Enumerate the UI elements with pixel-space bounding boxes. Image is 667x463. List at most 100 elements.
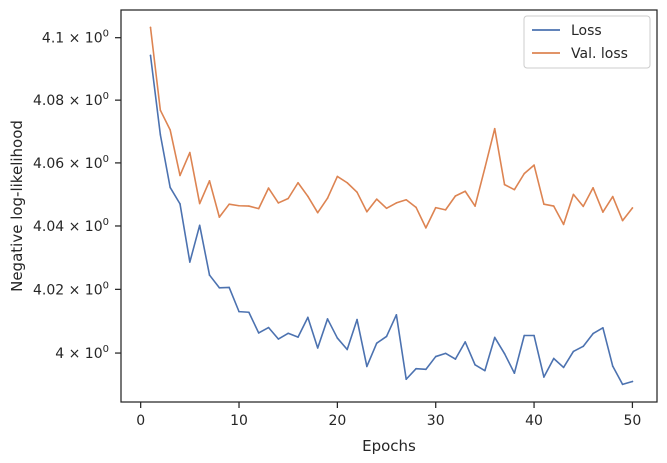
legend-box — [523, 15, 651, 69]
data-point-loss — [326, 318, 329, 320]
data-point-loss — [513, 372, 516, 374]
data-point-val-loss — [218, 216, 221, 218]
data-point-loss — [493, 336, 496, 339]
data-point-val-loss — [425, 227, 427, 229]
x-tick-label: 40 — [525, 413, 543, 429]
data-point-val-loss — [631, 207, 634, 209]
data-point-loss — [179, 203, 181, 205]
data-point-val-loss — [434, 206, 437, 209]
y-tick-label: 4.04 × 100 — [33, 217, 109, 235]
data-point-val-loss — [592, 186, 594, 189]
data-point-val-loss — [366, 210, 368, 213]
data-point-loss — [297, 336, 299, 338]
data-point-val-loss — [395, 202, 398, 204]
data-point-val-loss — [356, 191, 358, 193]
data-point-loss — [533, 334, 535, 337]
data-point-loss — [602, 327, 604, 329]
x-tick-label: 30 — [427, 413, 445, 429]
data-point-loss — [346, 348, 349, 351]
data-point-val-loss — [375, 198, 378, 200]
data-point-val-loss — [464, 190, 467, 193]
data-point-val-loss — [513, 188, 516, 191]
data-point-loss — [218, 286, 221, 289]
data-point-val-loss — [405, 198, 408, 201]
data-point-loss — [257, 332, 260, 334]
data-point-val-loss — [159, 109, 162, 111]
data-point-val-loss — [444, 209, 447, 211]
data-point-val-loss — [523, 172, 526, 175]
plot-area-frame — [120, 9, 658, 403]
data-point-loss — [454, 358, 457, 360]
x-tick-label: 10 — [230, 413, 248, 429]
data-point-loss — [474, 364, 476, 366]
data-point-val-loss — [543, 203, 545, 205]
data-point-val-loss — [474, 205, 476, 207]
x-tick-label: 50 — [623, 413, 641, 429]
data-point-val-loss — [533, 164, 535, 166]
data-point-loss — [198, 224, 201, 227]
data-point-loss — [395, 314, 398, 316]
data-point-val-loss — [582, 205, 585, 208]
data-point-loss — [621, 383, 624, 386]
data-point-loss — [444, 352, 447, 355]
data-point-val-loss — [316, 211, 319, 214]
data-point-loss — [316, 347, 319, 349]
y-tick-label: 4.08 × 100 — [33, 91, 109, 109]
x-axis-ticks: 0 10 20 30 40 50 — [136, 402, 641, 429]
data-point-loss — [484, 369, 486, 372]
data-point-val-loss — [307, 195, 309, 198]
data-point-loss — [159, 133, 162, 136]
data-point-val-loss — [336, 175, 339, 178]
y-axis-ticks: 4 × 100 4.02 × 100 4.04 × 100 4.06 × 100 4.0… — [33, 29, 121, 362]
data-point-loss — [631, 380, 634, 383]
data-point-val-loss — [297, 181, 299, 184]
data-point-val-loss — [238, 204, 240, 207]
y-tick-label: 4.1 × 100 — [42, 29, 109, 47]
data-point-loss — [405, 378, 408, 381]
data-point-loss — [277, 338, 280, 340]
data-point-val-loss — [198, 202, 201, 205]
data-point-val-loss — [208, 180, 211, 182]
data-point-loss — [356, 318, 358, 321]
data-point-loss — [169, 186, 171, 189]
data-point-val-loss — [346, 181, 349, 184]
data-point-val-loss — [248, 205, 250, 207]
series-layer — [149, 26, 634, 386]
data-point-val-loss — [454, 195, 457, 197]
data-point-loss — [336, 337, 339, 339]
data-point-loss — [307, 316, 309, 319]
data-point-val-loss — [169, 129, 171, 131]
data-point-val-loss — [179, 174, 181, 177]
data-point-loss — [375, 342, 378, 344]
data-point-val-loss — [484, 167, 486, 169]
y-tick-label: 4.02 × 100 — [33, 280, 109, 298]
data-point-loss — [149, 54, 152, 57]
y-tick-label: 4 × 100 — [55, 344, 109, 362]
data-point-loss — [425, 368, 427, 371]
data-point-loss — [267, 326, 270, 329]
data-point-val-loss — [611, 195, 614, 198]
data-point-val-loss — [267, 187, 270, 189]
data-point-val-loss — [493, 127, 496, 130]
data-point-loss — [523, 334, 526, 337]
data-point-loss — [582, 345, 585, 348]
data-point-val-loss — [572, 193, 575, 196]
data-point-loss — [543, 376, 545, 378]
legend: Loss Val. loss — [523, 15, 651, 69]
data-point-loss — [208, 274, 211, 276]
data-point-loss — [248, 311, 250, 314]
data-point-loss — [228, 286, 230, 289]
data-point-val-loss — [385, 207, 388, 210]
data-point-loss — [572, 350, 575, 353]
data-point-val-loss — [149, 26, 152, 29]
data-point-val-loss — [277, 202, 280, 204]
series-line-val-loss — [149, 26, 634, 229]
data-point-val-loss — [621, 219, 624, 222]
legend-label-val-loss: Val. loss — [571, 46, 628, 62]
x-tick-label: 0 — [136, 413, 145, 429]
y-axis-label: Negative log-likelihood — [8, 120, 26, 292]
data-point-val-loss — [602, 211, 604, 213]
data-point-loss — [415, 367, 417, 370]
data-point-loss — [562, 366, 565, 369]
